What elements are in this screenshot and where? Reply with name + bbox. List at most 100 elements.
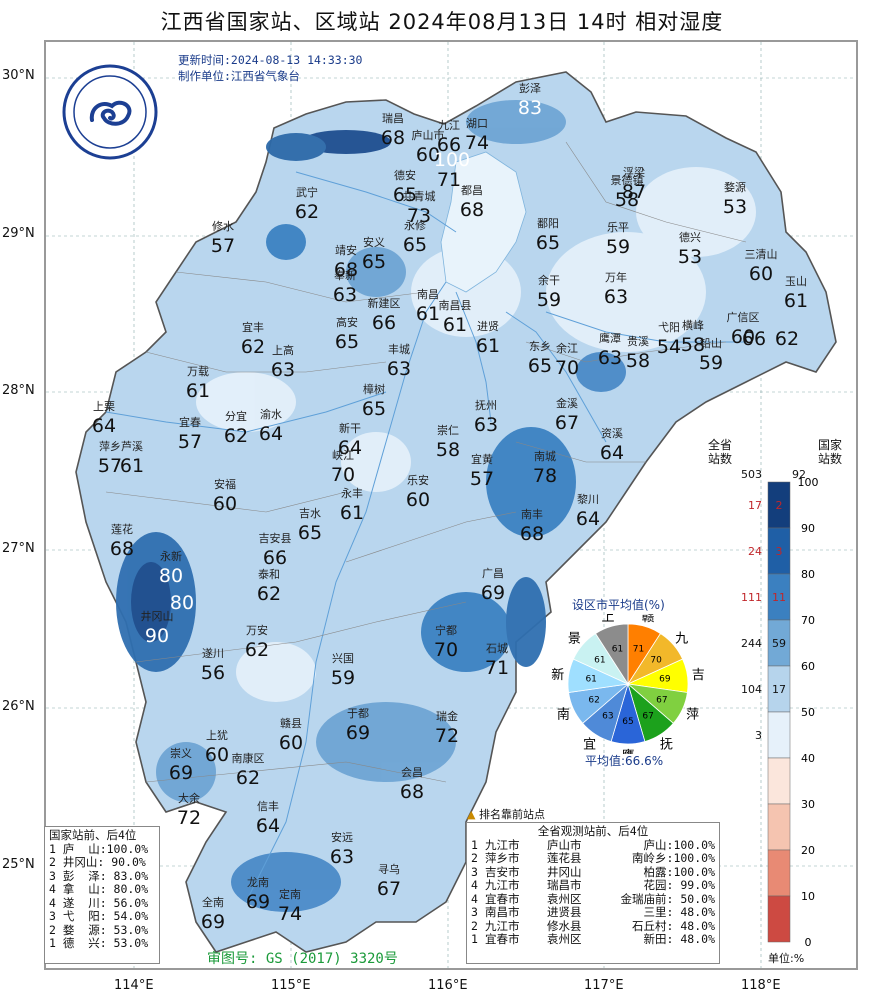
station-name: 玉山 (785, 275, 807, 288)
jiangxi-meteorology-logo (62, 64, 158, 160)
lat-label: 26°N (2, 699, 35, 714)
national-rank-row: 1 德 兴: 53.0% (49, 936, 149, 950)
station-name: 石城 (486, 642, 508, 655)
station-name: 于都 (347, 707, 369, 720)
pie-city-label: 鹰 (621, 748, 634, 754)
station-name: 彭泽 (519, 82, 541, 95)
station-value: 59 (605, 236, 631, 258)
pie-value: 61 (585, 675, 596, 685)
national-rank-box: 国家站前、后4位 1 庐 山:100.0% 2 井冈山: 90.0% 3 彭 泽: … (44, 826, 160, 964)
legend-tick: 90 (801, 522, 815, 535)
legend-tick: 0 (805, 936, 812, 949)
top-station-marker-label: ▲ 排名靠前站点 (467, 806, 545, 822)
station-value: 61 (119, 455, 145, 477)
station-value: 54 (656, 336, 682, 358)
legend-count-all: 244 (741, 637, 762, 650)
station-value: 58 (435, 439, 461, 461)
station-value: 65 (361, 251, 387, 273)
station-name: 丰城 (388, 343, 410, 356)
lon-label: 115°E (271, 978, 311, 993)
station-value: 58 (680, 334, 706, 356)
station-name: 渝水 (260, 408, 282, 421)
rank-cell-station: 三里: 48.0% (643, 905, 715, 919)
station-name: 德兴 (679, 231, 701, 244)
station-name: 浮梁 (623, 166, 645, 179)
station-name: 靖安 (335, 244, 357, 257)
pie-city-label: 景 (568, 632, 581, 647)
station-name: 崇义 (170, 747, 192, 760)
station-value: 69 (168, 762, 194, 784)
station-name: 九江 (438, 119, 460, 132)
rank-cell-station: 新田: 48.0% (643, 932, 715, 946)
station-value: 80 (169, 592, 195, 614)
legend-tick: 70 (801, 614, 815, 627)
station-value: 65 (402, 234, 428, 256)
rank-cell-county: 莲花县 (547, 851, 582, 865)
station-value: 56 (200, 662, 226, 684)
rank-cell-county: 袁州区 (547, 891, 582, 906)
station-name: 南昌 (417, 288, 439, 301)
station-name: 瑞昌 (382, 112, 404, 125)
station-name: 万年 (605, 271, 627, 284)
rank-cell-rank: 2 (471, 851, 478, 865)
station-name: 寻乌 (378, 863, 400, 876)
color-legend: 1009080706050403020100172411124410432311… (741, 476, 819, 949)
all-rank-row: 3 南昌市 进贤县 三里: 48.0% (471, 905, 715, 920)
all-rank-title: 全省观测站前、后4位 (537, 824, 649, 838)
station-name: 龙南 (247, 876, 269, 889)
map-meta: 更新时间:2024-08-13 14:33:30 制作单位:江西省气象台 (178, 52, 362, 84)
station-name: 共青城 (402, 190, 436, 203)
station-name: 赣县 (280, 717, 302, 730)
station-name: 峡江 (332, 449, 354, 462)
rank-cell-rank: 4 (471, 878, 478, 892)
rank-cell-city: 九江市 (485, 837, 520, 852)
map-title: 江西省国家站、区域站 2024年08月13日 14时 相对湿度 (160, 10, 724, 34)
station-name: 南丰 (521, 508, 543, 521)
review-number: 审图号: GS (2017) 3320号 (207, 951, 398, 967)
station-value: 73 (406, 205, 432, 227)
rank-cell-county: 瑞昌市 (547, 878, 582, 892)
station-value: 60 (415, 144, 441, 166)
station-value: 66 (262, 547, 288, 569)
rank-cell-county: 修水县 (547, 918, 582, 933)
legend-tick: 100 (798, 476, 819, 489)
lon-label: 116°E (428, 978, 468, 993)
rank-cell-city: 九江市 (485, 918, 520, 933)
station-name: 新建区 (367, 297, 401, 310)
station-value: 61 (415, 303, 441, 325)
station-value: 64 (258, 423, 284, 445)
pie-city-label: 赣 (641, 614, 654, 625)
station-value: 57 (97, 455, 123, 477)
pie-city-label: 上 (601, 614, 614, 625)
station-value: 70 (330, 464, 356, 486)
station-name: 广昌 (482, 567, 504, 580)
station-value: 64 (91, 415, 117, 437)
station-name: 宜黄 (471, 453, 493, 466)
rank-cell-county: 井冈山 (547, 864, 582, 879)
station-name: 永新 (160, 550, 182, 563)
station-value: 63 (270, 359, 296, 381)
station-value: 57 (210, 235, 236, 257)
station-name: 井冈山 (140, 610, 174, 623)
station-name: 安义 (363, 236, 385, 249)
station-name: 吉安县 (258, 532, 292, 545)
station-name: 鹰潭 (599, 332, 621, 345)
legend-count-nat: 59 (772, 637, 786, 650)
legend-header-nat: 国家 站数 (818, 438, 843, 466)
station-value: 61 (185, 380, 211, 402)
station-value: 72 (176, 807, 202, 829)
station-name: 定南 (279, 888, 301, 901)
station-name: 万安 (246, 624, 268, 637)
station-name: 全南 (202, 896, 224, 909)
station-value: 100 (433, 149, 471, 171)
station-value: 67 (376, 878, 402, 900)
pie-city-label: 吉 (692, 668, 705, 683)
legend-tick: 20 (801, 844, 815, 857)
all-rank-row: 3 吉安市 井冈山 柏露:100.0% (471, 864, 715, 880)
rank-cell-station: 柏露:100.0% (643, 864, 715, 879)
rank-cell-rank: 1 (471, 932, 478, 946)
legend-tick: 80 (801, 568, 815, 581)
station-value: 64 (337, 437, 363, 459)
map-frame (44, 40, 858, 970)
station-value: 63 (597, 347, 623, 369)
